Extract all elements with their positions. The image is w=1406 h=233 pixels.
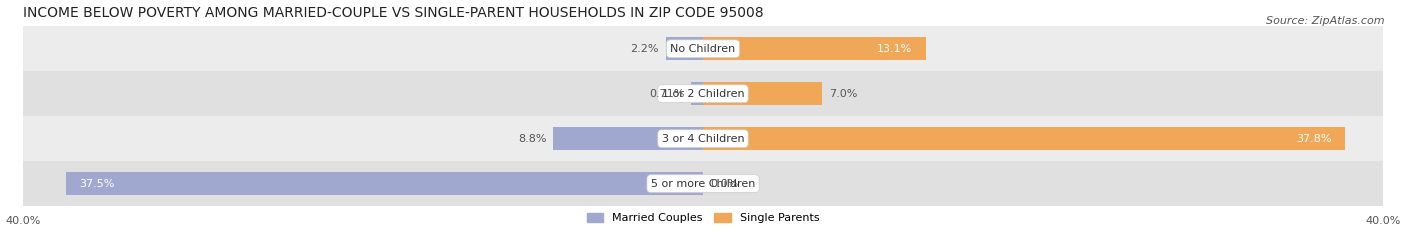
Text: 1 or 2 Children: 1 or 2 Children — [662, 89, 744, 99]
Text: 0.71%: 0.71% — [648, 89, 685, 99]
Text: 0.0%: 0.0% — [710, 179, 738, 188]
Text: 7.0%: 7.0% — [828, 89, 858, 99]
Bar — [24, 161, 1382, 206]
Bar — [703, 82, 823, 105]
Legend: Married Couples, Single Parents: Married Couples, Single Parents — [582, 208, 824, 227]
Text: 5 or more Children: 5 or more Children — [651, 179, 755, 188]
Text: 2.2%: 2.2% — [630, 44, 659, 54]
Bar — [554, 127, 703, 150]
Text: 37.5%: 37.5% — [79, 179, 115, 188]
Bar — [703, 127, 1346, 150]
Text: No Children: No Children — [671, 44, 735, 54]
Text: 3 or 4 Children: 3 or 4 Children — [662, 134, 744, 144]
Bar — [665, 37, 703, 60]
Text: Source: ZipAtlas.com: Source: ZipAtlas.com — [1267, 16, 1385, 26]
Text: 37.8%: 37.8% — [1296, 134, 1331, 144]
Bar — [703, 37, 925, 60]
Text: 8.8%: 8.8% — [519, 134, 547, 144]
Bar — [24, 71, 1382, 116]
Bar — [690, 82, 703, 105]
Bar — [24, 116, 1382, 161]
Text: INCOME BELOW POVERTY AMONG MARRIED-COUPLE VS SINGLE-PARENT HOUSEHOLDS IN ZIP COD: INCOME BELOW POVERTY AMONG MARRIED-COUPL… — [24, 6, 763, 20]
Bar — [66, 172, 703, 195]
Text: 13.1%: 13.1% — [877, 44, 912, 54]
Bar — [24, 26, 1382, 71]
